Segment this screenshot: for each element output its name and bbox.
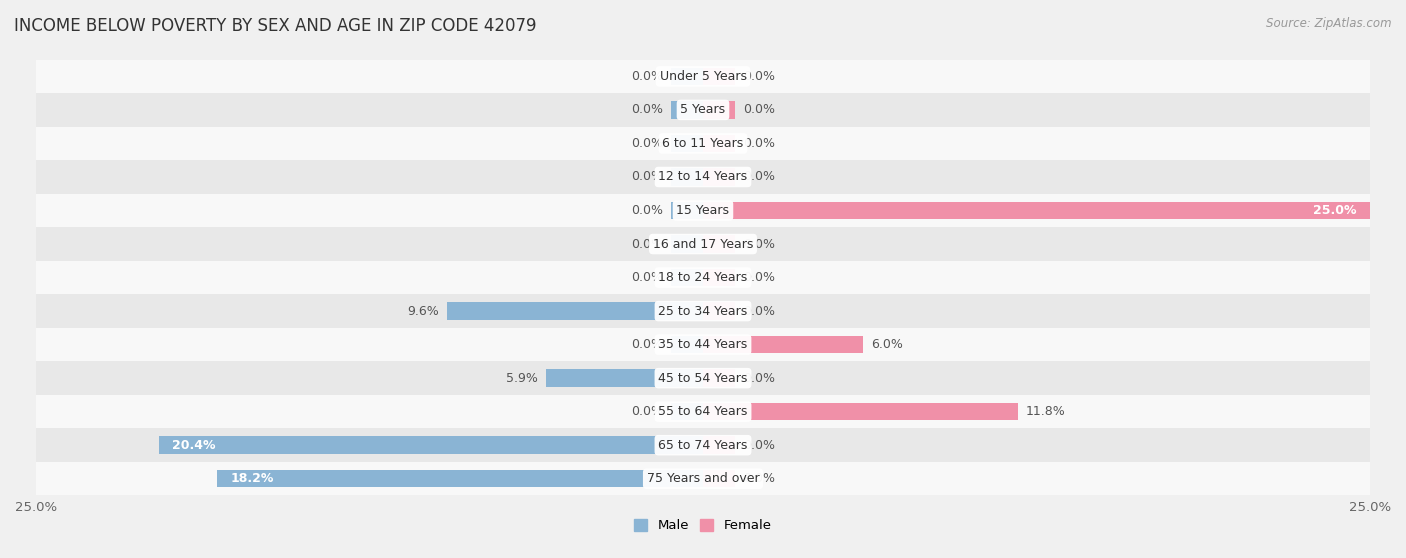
Text: 0.0%: 0.0% [742,103,775,117]
Text: 15 Years: 15 Years [676,204,730,217]
Bar [37,395,1369,429]
Bar [159,436,703,454]
Bar [703,369,735,387]
Text: 0.0%: 0.0% [631,171,664,184]
Text: 65 to 74 Years: 65 to 74 Years [658,439,748,451]
Text: Under 5 Years: Under 5 Years [659,70,747,83]
Text: 0.0%: 0.0% [631,405,664,418]
Text: 75 Years and over: 75 Years and over [647,472,759,485]
Text: 0.0%: 0.0% [742,271,775,284]
Bar [703,302,735,320]
Bar [37,194,1369,227]
Text: 35 to 44 Years: 35 to 44 Years [658,338,748,351]
Text: 16 and 17 Years: 16 and 17 Years [652,238,754,251]
Text: 0.0%: 0.0% [742,472,775,485]
Text: 0.0%: 0.0% [742,70,775,83]
Bar [37,429,1369,462]
Text: 25.0%: 25.0% [1313,204,1357,217]
Text: 11.8%: 11.8% [1026,405,1066,418]
Text: 0.0%: 0.0% [631,103,664,117]
Text: 0.0%: 0.0% [631,70,664,83]
Bar [671,403,703,420]
Bar [37,328,1369,362]
Bar [37,127,1369,160]
Text: 12 to 14 Years: 12 to 14 Years [658,171,748,184]
Bar [703,470,735,488]
Bar [671,235,703,253]
Bar [703,436,735,454]
Text: 6.0%: 6.0% [872,338,903,351]
Bar [671,202,703,219]
Bar [37,362,1369,395]
Bar [218,470,703,488]
Bar [703,68,735,85]
Text: 45 to 54 Years: 45 to 54 Years [658,372,748,384]
Text: 6 to 11 Years: 6 to 11 Years [662,137,744,150]
Text: 0.0%: 0.0% [742,372,775,384]
Text: INCOME BELOW POVERTY BY SEX AND AGE IN ZIP CODE 42079: INCOME BELOW POVERTY BY SEX AND AGE IN Z… [14,17,537,35]
Text: 0.0%: 0.0% [742,171,775,184]
Text: 20.4%: 20.4% [172,439,215,451]
Text: 0.0%: 0.0% [742,238,775,251]
Bar [37,261,1369,294]
Bar [37,227,1369,261]
Bar [671,68,703,85]
Text: 9.6%: 9.6% [408,305,439,318]
Bar [703,269,735,286]
Text: 0.0%: 0.0% [631,204,664,217]
Bar [703,101,735,119]
Text: 0.0%: 0.0% [742,137,775,150]
Bar [546,369,703,387]
Bar [703,403,1018,420]
Text: 0.0%: 0.0% [631,271,664,284]
Bar [447,302,703,320]
Text: 55 to 64 Years: 55 to 64 Years [658,405,748,418]
Text: 25 to 34 Years: 25 to 34 Years [658,305,748,318]
Text: 18 to 24 Years: 18 to 24 Years [658,271,748,284]
Text: 0.0%: 0.0% [631,338,664,351]
Bar [703,202,1369,219]
Bar [703,134,735,152]
Bar [703,169,735,186]
Bar [37,60,1369,93]
Text: 0.0%: 0.0% [631,238,664,251]
Bar [671,169,703,186]
Bar [37,462,1369,496]
Legend: Male, Female: Male, Female [634,519,772,532]
Bar [37,160,1369,194]
Text: 18.2%: 18.2% [231,472,274,485]
Text: 0.0%: 0.0% [742,439,775,451]
Bar [671,134,703,152]
Bar [703,235,735,253]
Bar [671,336,703,353]
Text: 5.9%: 5.9% [506,372,537,384]
Bar [671,101,703,119]
Bar [671,269,703,286]
Text: Source: ZipAtlas.com: Source: ZipAtlas.com [1267,17,1392,30]
Bar [37,294,1369,328]
Text: 0.0%: 0.0% [631,137,664,150]
Text: 5 Years: 5 Years [681,103,725,117]
Text: 0.0%: 0.0% [742,305,775,318]
Bar [703,336,863,353]
Bar [37,93,1369,127]
